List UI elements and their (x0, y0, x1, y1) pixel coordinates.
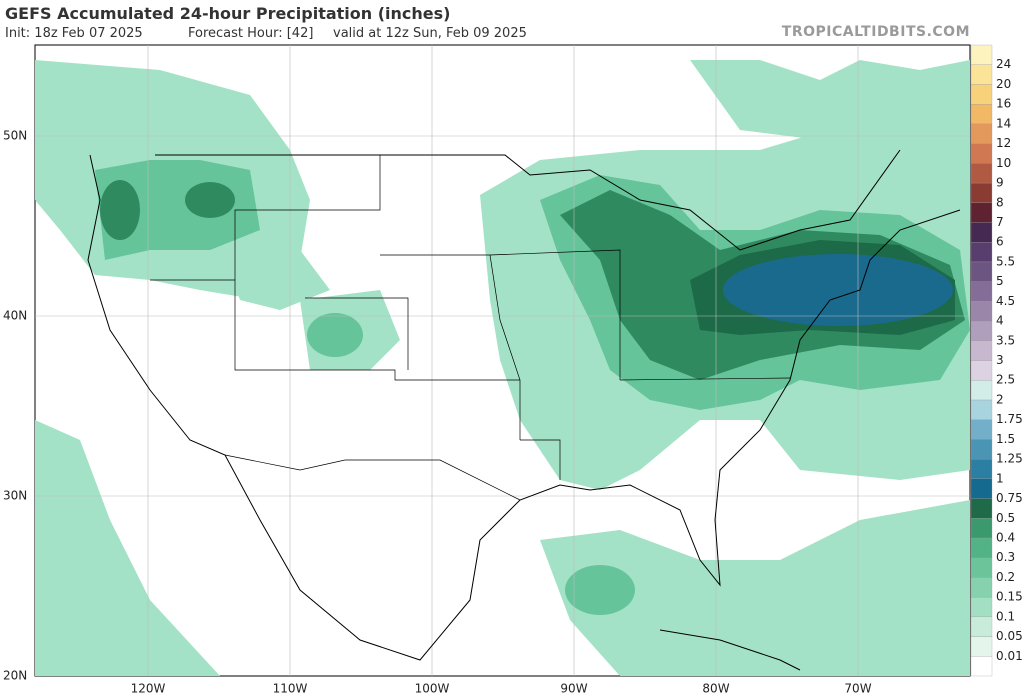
precip-area (100, 180, 140, 240)
colorbar-label: 0.2 (996, 570, 1015, 584)
colorbar-label: 0.3 (996, 550, 1015, 564)
colorbar: 0.01 0.05 0.1 0.15 0.2 0.3 0.4 0.5 0.75 1 1.25 1.5 1… (970, 44, 1023, 677)
colorbar-label: 7 (996, 215, 1004, 229)
colorbar-cell (970, 399, 993, 420)
colorbar-cell (970, 340, 993, 361)
colorbar-cell (970, 84, 993, 105)
lon-label: 90W (560, 682, 587, 696)
valid-time: valid at 12z Sun, Feb 09 2025 (333, 26, 527, 41)
grid-lines (35, 45, 970, 676)
precip-area (230, 250, 330, 310)
colorbar-cell (970, 261, 993, 282)
colorbar-label: 3.5 (996, 333, 1015, 347)
colorbar-cell (970, 104, 993, 125)
colorbar-label: 0.05 (996, 629, 1023, 643)
lat-label: 40N (3, 309, 27, 323)
lon-label: 80W (702, 682, 729, 696)
lon-labels: 120W 110W 100W 90W 80W 70W (131, 682, 872, 696)
colorbar-cell (970, 636, 993, 657)
colorbar-label: 4.5 (996, 294, 1015, 308)
colorbar-label: 0.5 (996, 511, 1015, 525)
colorbar-label: 0.75 (996, 491, 1023, 505)
title: GEFS Accumulated 24-hour Precipitation (… (5, 4, 451, 23)
colorbar-cell (970, 64, 993, 85)
colorbar-label: 0.15 (996, 590, 1023, 604)
colorbar-cell (970, 242, 993, 263)
colorbar-cell (970, 222, 993, 243)
colorbar-label: 2.5 (996, 373, 1015, 387)
colorbar-cell (970, 439, 993, 460)
precip-area (185, 182, 235, 218)
colorbar-label: 1 (996, 471, 1004, 485)
colorbar-label: 1.25 (996, 452, 1023, 466)
lat-labels: 50N 40N 30N 20N (3, 129, 27, 683)
colorbar-label: 24 (996, 57, 1011, 71)
init-time: Init: 18z Feb 07 2025 (5, 26, 143, 41)
precip-area (35, 420, 220, 676)
colorbar-cell (970, 380, 993, 401)
colorbar-cell (970, 320, 993, 341)
precip-area (307, 313, 363, 357)
colorbar-cell (970, 143, 993, 164)
lat-label: 50N (3, 129, 27, 143)
colorbar-cell (970, 577, 993, 598)
colorbar-label: 12 (996, 136, 1011, 150)
watermark: TROPICALTIDBITS.COM (781, 24, 970, 40)
colorbar-cell (970, 123, 993, 144)
colorbar-label: 3 (996, 353, 1004, 367)
colorbar-cell (970, 478, 993, 499)
colorbar-cell (970, 656, 993, 677)
colorbar-cell (970, 596, 993, 617)
colorbar-cell (970, 616, 993, 637)
colorbar-label: 0.4 (996, 530, 1015, 544)
lon-label: 70W (844, 682, 871, 696)
colorbar-label: 20 (996, 77, 1011, 91)
colorbar-cell (970, 498, 993, 519)
colorbar-cell (970, 301, 993, 322)
colorbar-cell (970, 163, 993, 184)
lon-label: 120W (131, 682, 166, 696)
lat-label: 20N (3, 669, 27, 683)
colorbar-label: 9 (996, 176, 1004, 190)
lon-label: 100W (415, 682, 450, 696)
lon-label: 110W (273, 682, 308, 696)
colorbar-label: 0.1 (996, 609, 1015, 623)
coastlines (87, 149, 961, 671)
colorbar-label: 1.75 (996, 412, 1023, 426)
colorbar-label: 5 (996, 274, 1004, 288)
colorbar-cell (970, 458, 993, 479)
colorbar-label: 2 (996, 392, 1004, 406)
colorbar-label: 16 (996, 97, 1011, 111)
colorbar-label: 14 (996, 116, 1011, 130)
lat-label: 30N (3, 489, 27, 503)
colorbar-cell (970, 419, 993, 440)
precip-area (690, 60, 970, 140)
colorbar-cell (970, 44, 993, 65)
precip-area (565, 565, 635, 615)
colorbar-label: 0.01 (996, 649, 1023, 663)
precip-area (540, 500, 970, 676)
colorbar-cell (970, 557, 993, 578)
colorbar-cell (970, 182, 993, 203)
colorbar-cell (970, 360, 993, 381)
colorbar-label: 5.5 (996, 254, 1015, 268)
precip-heavy (723, 254, 953, 326)
colorbar-cell (970, 202, 993, 223)
state-borders (150, 155, 791, 501)
colorbar-label: 10 (996, 156, 1011, 170)
colorbar-cell (970, 537, 993, 558)
colorbar-label: 4 (996, 314, 1004, 328)
forecast-hour: Forecast Hour: [42] (188, 26, 314, 41)
colorbar-label: 1.5 (996, 432, 1015, 446)
colorbar-cell (970, 281, 993, 302)
colorbar-label: 8 (996, 195, 1004, 209)
colorbar-label: 6 (996, 235, 1004, 249)
colorbar-cell (970, 518, 993, 539)
